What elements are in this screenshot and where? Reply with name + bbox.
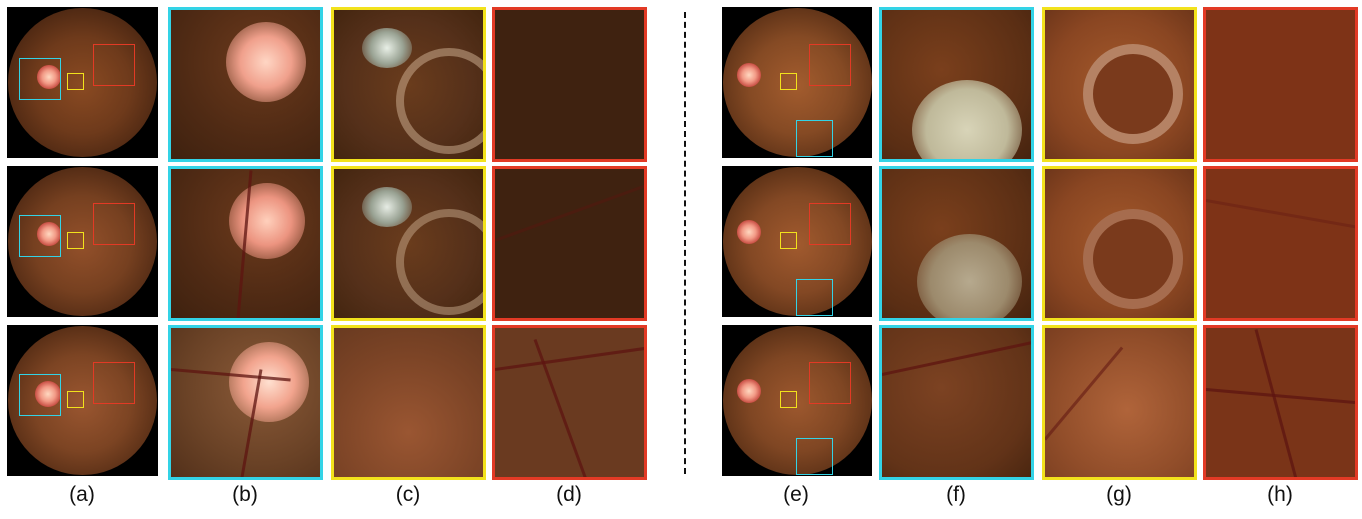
vessel [1206,199,1355,232]
optic-disc [737,220,761,244]
column-label-d: (d) [556,483,582,506]
roi-box-cyan [796,438,833,475]
optic-disc [737,63,761,87]
vessel [1254,329,1299,477]
roi-box-cyan [796,279,833,316]
zoom-lesion-right-row3 [879,325,1034,480]
column-label-e: (e) [783,483,809,506]
column-label-a: (a) [69,483,95,506]
optic-disc [229,342,309,422]
roi-box-yellow [67,391,84,408]
column-label-h: (h) [1267,483,1293,506]
artifact-flare [362,187,412,227]
fundus-thumbnail-left-row1 [7,7,158,158]
macular-ring [1083,209,1183,309]
zoom-macula-right-row2 [1042,166,1197,321]
roi-box-red [93,203,135,245]
vessel [1206,388,1355,406]
roi-box-yellow [780,391,797,408]
roi-box-red [93,44,135,86]
zoom-lesion-right-row2 [879,166,1034,321]
fundus-image [8,167,157,316]
optic-disc [37,65,61,89]
fundus-image [8,326,157,475]
macular-ring [396,209,483,315]
optic-disc [35,381,61,407]
roi-box-red [809,362,851,404]
fundus-thumbnail-left-row2 [7,166,158,317]
zoom-macula-left-row1 [331,7,486,162]
macular-ring [396,48,483,154]
optic-disc [737,379,761,403]
lesion [912,80,1022,159]
roi-box-yellow [780,232,797,249]
macular-ring [1083,44,1183,144]
vessel [882,337,1031,376]
roi-box-yellow [67,73,84,90]
roi-box-cyan [19,58,61,100]
roi-box-yellow [67,232,84,249]
vessel [1045,346,1124,441]
optic-disc [226,22,306,102]
roi-box-yellow [780,73,797,90]
zoom-optic-disc-left-row2 [168,166,323,321]
optic-disc [37,222,61,246]
zoom-periphery-left-row2 [492,166,647,321]
dash-dot-divider [684,12,686,474]
fundus-image [8,8,157,157]
vessel [495,180,644,242]
column-label-g: (g) [1106,483,1132,506]
column-label-c: (c) [395,483,421,506]
zoom-macula-right-row3 [1042,325,1197,480]
zoom-periphery-right-row3 [1203,325,1358,480]
lesion [917,234,1022,318]
roi-box-cyan [19,374,61,416]
zoom-macula-left-row3 [331,325,486,480]
column-label-b: (b) [232,483,258,506]
roi-box-red [93,362,135,404]
zoom-periphery-left-row3 [492,325,647,480]
zoom-optic-disc-left-row1 [168,7,323,162]
zoom-macula-left-row2 [331,166,486,321]
optic-disc [229,183,305,259]
zoom-macula-right-row1 [1042,7,1197,162]
fundus-thumbnail-right-row3 [722,325,872,476]
vessel [495,345,644,371]
roi-box-cyan [796,120,833,157]
column-label-f: (f) [946,483,966,506]
zoom-periphery-right-row1 [1203,7,1358,162]
fundus-thumbnail-right-row1 [722,7,872,158]
roi-box-cyan [19,215,61,257]
zoom-optic-disc-left-row3 [168,325,323,480]
artifact-flare [362,28,412,68]
zoom-periphery-left-row1 [492,7,647,162]
fundus-thumbnail-right-row2 [722,166,872,317]
zoom-lesion-right-row1 [879,7,1034,162]
roi-box-red [809,44,851,86]
zoom-periphery-right-row2 [1203,166,1358,321]
roi-box-red [809,203,851,245]
fundus-thumbnail-left-row3 [7,325,158,476]
